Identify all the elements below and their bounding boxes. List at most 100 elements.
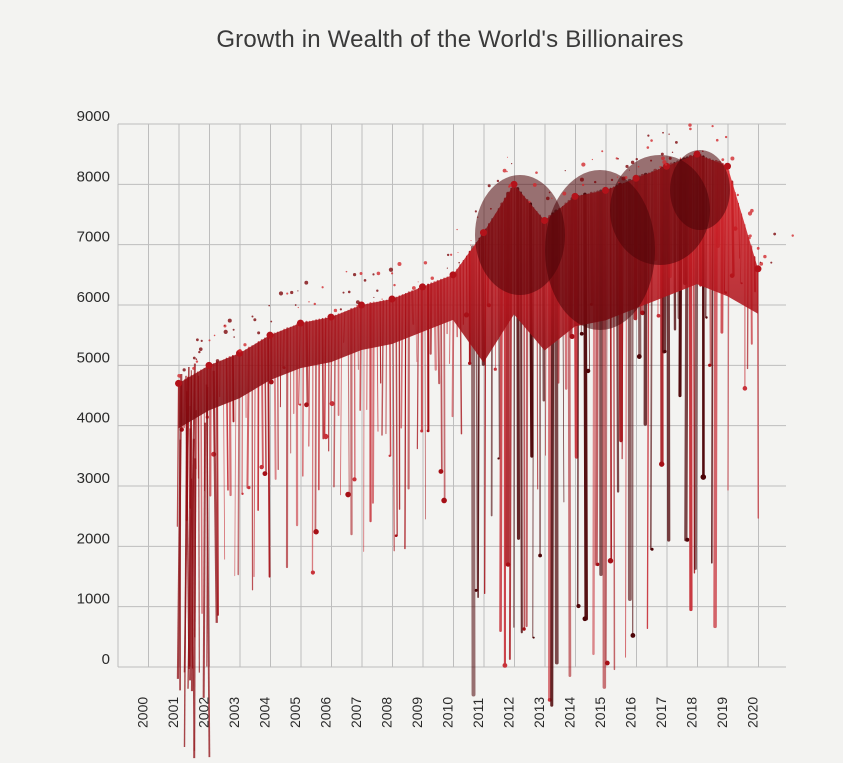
splatter — [470, 240, 472, 242]
splatter — [496, 179, 500, 183]
drip-drop — [663, 349, 667, 354]
splatter — [297, 306, 299, 309]
splatter — [773, 232, 777, 236]
y-tick-label: 9000 — [77, 108, 110, 125]
splatter — [177, 373, 181, 378]
drip-drop — [650, 547, 654, 551]
splatter — [224, 325, 226, 327]
splatter — [232, 328, 235, 331]
data-point — [205, 361, 213, 369]
splatter — [646, 146, 650, 149]
splatter — [506, 170, 508, 173]
splatter — [253, 318, 257, 322]
drip-drop — [582, 616, 588, 622]
splatter — [581, 183, 585, 187]
splatter — [502, 168, 507, 173]
data-point — [388, 295, 396, 303]
x-tick-label: 2013 — [531, 697, 547, 728]
splatter — [770, 261, 773, 264]
splatter — [388, 267, 394, 272]
drip-drop — [708, 363, 712, 367]
y-tick-label: 7000 — [77, 229, 110, 246]
splatter — [664, 163, 668, 166]
splatter — [750, 208, 754, 213]
splatter — [213, 334, 216, 337]
splatter — [628, 169, 630, 171]
splatter — [290, 290, 294, 295]
x-tick-label: 2009 — [409, 697, 425, 728]
x-tick-label: 2016 — [623, 697, 639, 728]
data-point — [693, 150, 701, 158]
x-tick-label: 2001 — [165, 697, 181, 728]
splatter — [397, 262, 402, 267]
drip-drop — [497, 457, 500, 460]
splatter — [356, 304, 359, 307]
splatter — [551, 197, 553, 199]
data-point — [602, 186, 609, 194]
splatter — [251, 315, 254, 318]
x-tick-label: 2020 — [745, 697, 761, 728]
splatter — [227, 318, 232, 323]
splatter — [724, 135, 728, 139]
splatter — [233, 336, 235, 338]
splatter — [286, 292, 289, 295]
splatter — [579, 177, 584, 182]
x-tick-label: 2010 — [440, 697, 456, 728]
chart-title: Growth in Wealth of the World's Billiona… — [216, 26, 684, 53]
splatter — [647, 134, 650, 137]
drip-drop — [388, 454, 391, 458]
splatter — [689, 127, 692, 131]
x-tick-label: 2017 — [653, 697, 669, 728]
drip-drop — [323, 433, 329, 440]
splatter — [182, 368, 186, 372]
splatter — [591, 158, 593, 161]
drip — [212, 370, 218, 623]
splatter — [661, 156, 665, 161]
drip-drop — [569, 333, 575, 340]
splatter — [625, 164, 629, 169]
splatter — [548, 191, 551, 194]
splatter — [489, 207, 492, 210]
y-tick-label: 5000 — [77, 349, 110, 366]
x-axis: 2000 2001 2002 2003 2004 2005 2006 2007 2008 2009… — [135, 697, 761, 728]
data-point — [449, 271, 457, 279]
x-tick-label: 2012 — [501, 697, 517, 728]
splatter — [198, 350, 201, 354]
drip-drop — [438, 469, 444, 474]
splatter — [662, 131, 664, 134]
splatter — [215, 359, 220, 363]
data-point — [632, 174, 640, 182]
splatter — [635, 157, 638, 161]
splatter — [756, 246, 760, 250]
splatter — [593, 180, 597, 184]
splatter — [562, 191, 567, 196]
y-tick-label: 3000 — [77, 470, 110, 487]
splatter — [748, 236, 751, 240]
drip-drop — [522, 627, 526, 631]
splatter — [763, 254, 767, 259]
drip-drop — [262, 471, 268, 477]
splatter — [545, 196, 550, 201]
splatter — [457, 251, 459, 253]
drip-drop — [426, 429, 430, 433]
drip-drop — [742, 386, 748, 391]
drip-drop — [576, 603, 581, 609]
drip-drop — [659, 461, 665, 467]
splatter — [321, 286, 324, 289]
splatter — [688, 123, 692, 127]
drip — [205, 384, 211, 758]
drip — [202, 422, 207, 698]
wealth-area — [175, 123, 794, 429]
drip-drop — [579, 331, 584, 336]
y-tick-label: 8000 — [77, 168, 110, 185]
splatter — [373, 296, 375, 299]
splatter — [363, 279, 367, 282]
splatter — [458, 261, 460, 264]
splatter — [376, 271, 381, 276]
drip-drop — [420, 429, 424, 433]
drip-drop — [656, 313, 661, 318]
dark-blotch — [475, 175, 565, 295]
splatter — [430, 276, 434, 280]
y-tick-label: 2000 — [77, 530, 110, 547]
